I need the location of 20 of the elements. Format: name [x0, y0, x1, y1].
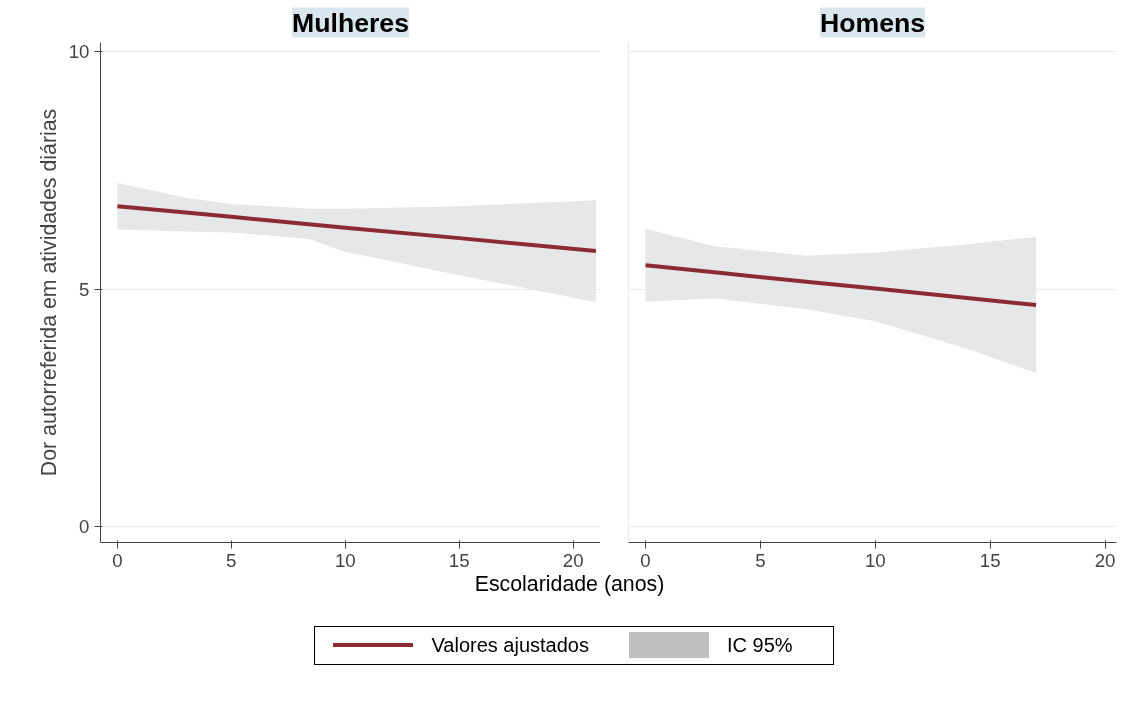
text: IC 95%: [726, 634, 793, 656]
x-tick-label: 20: [1094, 549, 1116, 571]
x-tick-label: 5: [226, 549, 237, 571]
x-axis-title: Escolaridade (anos): [474, 572, 665, 597]
y-axis-title: Dor autorreferida em atividades diárias: [36, 108, 61, 477]
x-tick-label: 0: [112, 549, 123, 571]
chart-title: Homens: [819, 7, 926, 38]
y-tick-label: 10: [68, 41, 90, 63]
x-tick-label: 15: [979, 549, 1001, 571]
y-tick-label: 5: [79, 278, 90, 300]
chart-title: Mulheres: [291, 7, 410, 38]
y-tick-label: 0: [79, 516, 90, 538]
x-tick-label: 15: [448, 549, 470, 571]
x-tick-label: 5: [755, 549, 766, 571]
x-tick-label: 10: [334, 549, 356, 571]
x-tick-label: 10: [864, 549, 886, 571]
x-tick-label: 0: [640, 549, 651, 571]
line-series: [115, 204, 598, 253]
legend-label: Valores ajustados: [431, 634, 589, 656]
x-tick-label: 20: [562, 549, 584, 571]
